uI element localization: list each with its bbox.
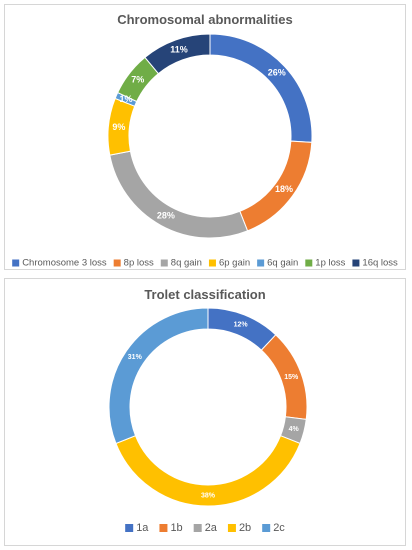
slice-chromosome-3-loss (209, 33, 313, 143)
legend-item-1a: 1a (125, 522, 149, 534)
data-label-2a: 4% (289, 426, 300, 433)
legend-item-16q-loss: 16q loss (352, 258, 398, 269)
legend-item-2b: 2b (227, 522, 251, 534)
legend-label: 2c (273, 522, 285, 534)
legend-item-8q-gain: 8q gain (160, 258, 202, 269)
slice-1a (207, 307, 277, 351)
legend-swatch (305, 259, 313, 267)
chart-svg: Trolet classification 12%15%4%38%31% 1a 1… (108, 287, 308, 534)
legend-item-1b: 1b (159, 522, 183, 534)
donut-slices (107, 33, 313, 239)
legend-swatch (113, 259, 121, 267)
chart-svg: Chromosomal abnormalities 26% 18% 28% 9% 1% 7… (12, 12, 398, 269)
legend-swatch (160, 259, 168, 267)
legend-swatch (208, 259, 216, 267)
data-label-6q-gain: 1% (120, 94, 133, 104)
legend-label: 1p loss (315, 258, 345, 269)
chart-title: Trolet classification (144, 287, 265, 302)
chromosomal-abnormalities-chart: Chromosomal abnormalities 26% 18% 28% 9% 1% 7… (4, 4, 406, 270)
donut-slices (108, 307, 308, 507)
slice-16q-loss (144, 33, 211, 75)
data-label-2c: 31% (128, 354, 143, 361)
legend-swatch (193, 524, 202, 532)
legend-label: 16q loss (362, 258, 398, 269)
legend-item-8p-loss: 8p loss (113, 258, 154, 269)
legend-swatch (12, 259, 20, 267)
legend-item-2a: 2a (193, 522, 218, 534)
legend-label: 6q gain (267, 258, 298, 269)
legend-swatch (257, 259, 265, 267)
legend-item-6q-gain: 6q gain (257, 258, 298, 269)
legend: Chromosome 3 loss 8p loss 8q gain 6p gain 6q… (12, 258, 398, 269)
data-label-8q-gain: 28% (157, 211, 175, 221)
data-label-1a: 12% (234, 322, 249, 329)
data-label-1b: 15% (284, 374, 299, 381)
data-label-8p-loss: 18% (275, 184, 293, 194)
legend-swatch (227, 524, 236, 532)
slice-labels: 26% 18% 28% 9% 1% 7% 11% (112, 44, 293, 220)
legend-label: 8p loss (124, 258, 154, 269)
legend-label: 1b (170, 522, 182, 534)
legend-swatch (125, 524, 134, 532)
slice-labels: 12% 15% 4% 38% 31% (128, 322, 300, 500)
legend-item-chromosome-3-loss: Chromosome 3 loss (12, 258, 107, 269)
trolet-classification-chart: Trolet classification 12% 15% 4% 38% 31% 1a 1… (4, 278, 406, 546)
legend-swatch (262, 524, 271, 532)
legend-label: Chromosome 3 loss (22, 258, 107, 269)
legend-item-6p-gain: 6p gain (208, 258, 250, 269)
slice-8q-gain (109, 150, 249, 239)
data-label-6p-gain: 9% (112, 122, 125, 132)
legend-label: 1a (136, 522, 149, 534)
legend-label: 2b (239, 522, 251, 534)
chart-title: Chromosomal abnormalities (117, 12, 293, 27)
data-label-chromosome-3-loss: 26% (268, 68, 286, 78)
legend-label: 2a (205, 522, 218, 534)
legend-item-1p-loss: 1p loss (305, 258, 346, 269)
legend-item-2c: 2c (262, 522, 285, 534)
legend-swatch (352, 259, 360, 267)
data-label-2b: 38% (201, 492, 216, 499)
legend-label: 8q gain (171, 258, 202, 269)
data-label-16q-loss: 11% (170, 44, 188, 54)
legend-label: 6p gain (219, 258, 250, 269)
legend: 1a 1b 2a 2b 2c (125, 522, 285, 534)
slice-2c (108, 307, 209, 445)
legend-swatch (159, 524, 168, 532)
data-label-1p-loss: 7% (131, 74, 144, 84)
